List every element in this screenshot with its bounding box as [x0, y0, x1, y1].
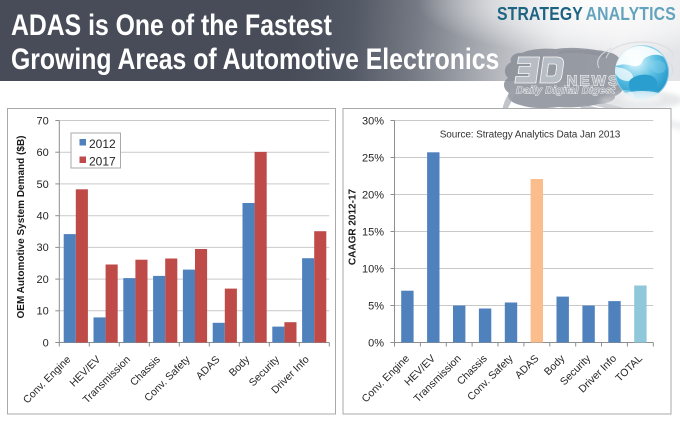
svg-text:30%: 30% — [362, 115, 384, 127]
svg-text:30: 30 — [37, 242, 49, 254]
svg-text:0%: 0% — [368, 337, 384, 349]
svg-text:Daily Digital Digest: Daily Digital Digest — [516, 85, 615, 97]
svg-text:NEWS: NEWS — [567, 73, 621, 90]
svg-text:OEM Automotive System Demand (: OEM Automotive System Demand ($B) — [16, 136, 27, 319]
svg-text:2012: 2012 — [89, 137, 116, 151]
svg-text:20%: 20% — [362, 189, 384, 201]
svg-text:10%: 10% — [362, 263, 384, 275]
svg-text:25%: 25% — [362, 152, 384, 164]
svg-text:2017: 2017 — [89, 155, 116, 169]
svg-text:15%: 15% — [362, 226, 384, 238]
svg-text:60: 60 — [37, 147, 49, 159]
svg-text:40: 40 — [37, 211, 49, 223]
svg-text:5%: 5% — [368, 300, 384, 312]
svg-text:0: 0 — [43, 337, 49, 349]
svg-text:70: 70 — [37, 115, 49, 127]
svg-text:20: 20 — [37, 274, 49, 286]
svg-text:50: 50 — [37, 179, 49, 191]
svg-text:CAAGR 2012-17: CAAGR 2012-17 — [348, 188, 359, 265]
svg-text:10: 10 — [37, 306, 49, 318]
svg-text:Source: Strategy Analytics Dat: Source: Strategy Analytics Data Jan 2013 — [440, 130, 621, 141]
